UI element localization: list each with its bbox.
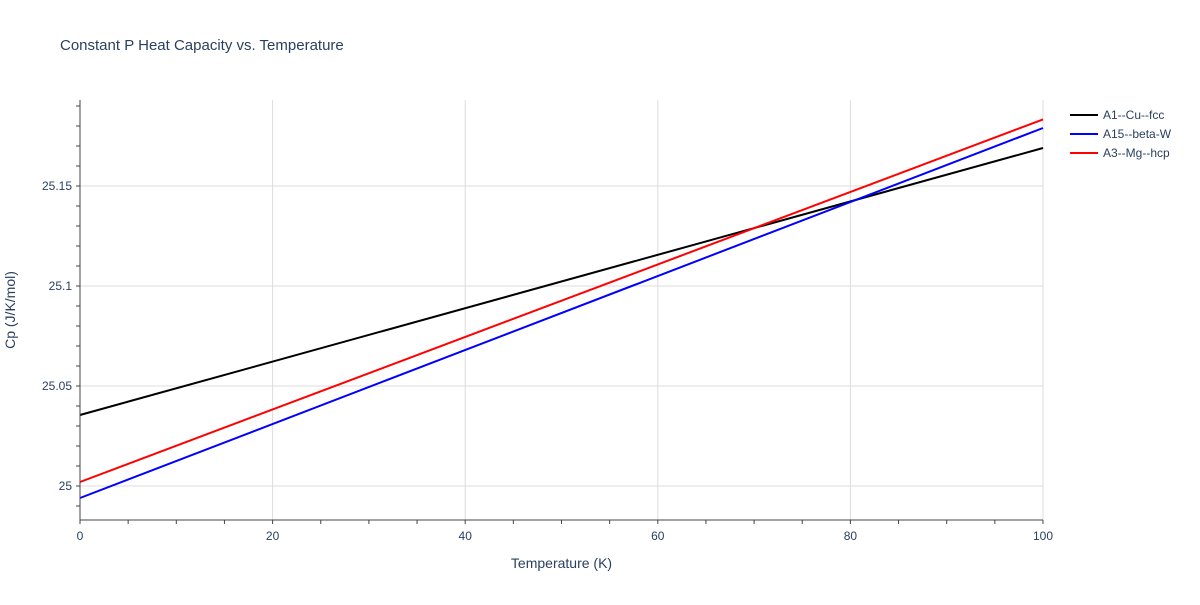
chart-title: Constant P Heat Capacity vs. Temperature <box>60 37 344 54</box>
legend: A1--Cu--fcc A15--beta-W A3--Mg--hcp <box>1070 108 1172 160</box>
y-tick-label: 25.15 <box>42 179 72 193</box>
x-tick-label: 0 <box>77 529 84 543</box>
grid-layer <box>80 100 1044 520</box>
axis-layer: 0 20 40 60 80 100 25 25.05 25.1 25.15 <box>42 100 1053 543</box>
x-tick-label: 40 <box>459 529 473 543</box>
y-tick-label: 25.1 <box>49 279 73 293</box>
x-tick-label: 80 <box>844 529 858 543</box>
y-tick-label: 25 <box>59 479 73 493</box>
series-line <box>79 118 1044 483</box>
x-tick-label: 20 <box>266 529 280 543</box>
series-layer <box>79 118 1044 499</box>
series-line <box>79 127 1044 499</box>
y-tick-label: 25.05 <box>42 379 72 393</box>
series-line <box>79 147 1044 416</box>
x-tick-label: 100 <box>1033 529 1053 543</box>
y-axis-title: Cp (J/K/mol) <box>2 271 18 349</box>
x-axis-title: Temperature (K) <box>511 555 612 571</box>
legend-label: A15--beta-W <box>1103 127 1172 141</box>
x-tick-label: 60 <box>651 529 665 543</box>
legend-label: A3--Mg--hcp <box>1103 146 1170 160</box>
legend-label: A1--Cu--fcc <box>1103 108 1164 122</box>
